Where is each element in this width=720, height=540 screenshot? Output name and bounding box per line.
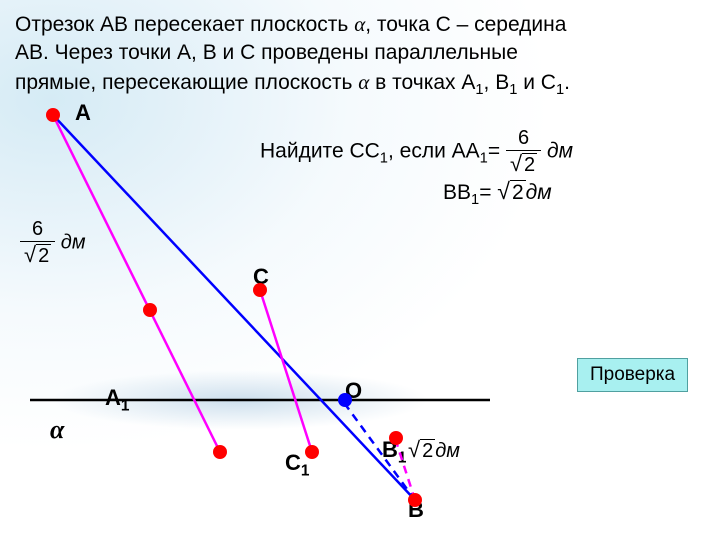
point-c xyxy=(253,283,267,297)
point-a1-end xyxy=(213,445,227,459)
point-a xyxy=(46,108,60,122)
point-a1-mid xyxy=(143,303,157,317)
line-bo xyxy=(345,404,415,500)
line-ab xyxy=(53,115,415,500)
point-c1 xyxy=(305,445,319,459)
point-b1 xyxy=(389,431,403,445)
line-cc1 xyxy=(260,290,312,452)
geometry-diagram xyxy=(0,0,720,540)
line-aa1 xyxy=(53,115,220,452)
point-b xyxy=(408,493,422,507)
point-o xyxy=(338,393,352,407)
